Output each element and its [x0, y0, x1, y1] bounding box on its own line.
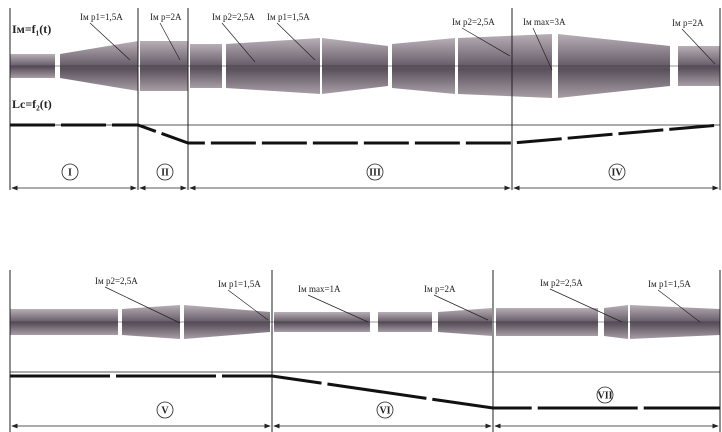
current-label: Iм р2=2,5A [452, 17, 495, 27]
current-label: Iм р1=1,5A [267, 12, 310, 22]
current-label: Iм р2=2,5A [212, 12, 255, 22]
section-number: II [161, 167, 169, 178]
length-curve [10, 376, 720, 408]
current-label: Iм р=2A [424, 284, 456, 294]
section-number: III [369, 167, 381, 178]
current-label: Iм р2=2,5A [95, 276, 138, 286]
current-label: Iм р=2A [150, 12, 182, 22]
section-number: IV [611, 167, 623, 178]
current-label: Iм р=2A [672, 18, 704, 28]
current-label: Iм р1=1,5A [648, 279, 691, 289]
current-label: Iм р2=2,5A [540, 278, 583, 288]
current-label: Iм р1=1,5A [218, 279, 261, 289]
current-label: Iм р1=1,5A [80, 12, 123, 22]
current-label: Iм max=3A [523, 17, 566, 27]
section-number: VII [597, 390, 612, 401]
section-number: I [68, 167, 72, 178]
length-curve [10, 125, 720, 143]
section-number: VI [379, 405, 390, 416]
diagram: Iм=f₁(t) Lс=f₂(t) Iм р1=1,5A Iм р=2A Iм р2… [0, 0, 722, 432]
section-number: V [161, 405, 169, 416]
current-label: Iм max=1A [298, 284, 341, 294]
curve-label: Lс=f₂(t) [12, 97, 52, 111]
curve-label: Iм=f₁(t) [12, 22, 51, 36]
